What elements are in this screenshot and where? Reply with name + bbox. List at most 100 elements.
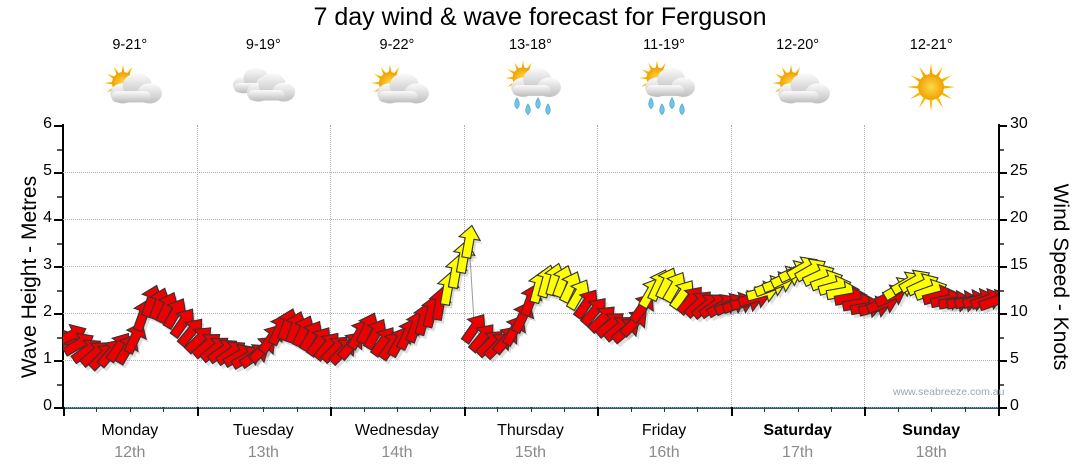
partly-cloudy-icon [761, 56, 835, 118]
gridline-horizontal [63, 172, 998, 173]
right-axis-spine [998, 124, 1000, 408]
wind-arrow [977, 288, 998, 312]
day-header-saturday: 12-20° [731, 36, 865, 122]
right-axis-tick [998, 172, 1007, 174]
day-name: Saturday [763, 422, 832, 439]
day-name: Friday [641, 422, 687, 439]
cloudy-icon [226, 56, 300, 118]
right-axis-tick-label: 5 [1010, 350, 1019, 367]
temperature-range: 13-18° [509, 37, 552, 53]
day-date: 12th [114, 444, 146, 461]
temperature-range: 9-21° [112, 37, 148, 53]
x-axis-minor-tick [229, 407, 231, 412]
right-axis-minor-tick [998, 148, 1004, 151]
left-axis-tick [54, 266, 63, 268]
x-axis-day-tick [730, 407, 733, 416]
left-axis-minor-tick [57, 195, 63, 198]
x-axis-minor-tick [497, 407, 499, 412]
left-axis-tick-label: 6 [43, 115, 52, 132]
left-axis-tick [54, 172, 63, 174]
day-header-thursday: 13-18° [464, 36, 598, 122]
partly-cloudy-icon [93, 56, 167, 118]
right-axis-tick [998, 407, 1007, 409]
page-title: 7 day wind & wave forecast for Ferguson [313, 3, 767, 31]
wind-arrow [457, 224, 482, 259]
right-axis-minor-tick [998, 195, 1004, 198]
left-axis-minor-tick [57, 242, 63, 245]
right-axis-tick-label: 30 [1010, 115, 1028, 132]
left-axis-minor-tick [57, 336, 63, 339]
x-axis-minor-tick [563, 407, 565, 412]
gridline-day-separator [864, 125, 866, 407]
day-date: 15th [514, 444, 547, 461]
x-axis-day-tick [597, 407, 600, 416]
right-axis-tick-label: 25 [1010, 162, 1028, 179]
temperature-range: 11-19° [643, 37, 685, 53]
x-axis-minor-tick [964, 407, 966, 412]
temperature-range: 9-22° [379, 37, 415, 53]
day-header-sunday: 12-21° [864, 36, 998, 122]
temperature-range: 9-19° [245, 37, 281, 53]
day-date: 14th [381, 444, 413, 461]
day-label-thursday: Thursday 15th [464, 420, 598, 464]
gridline-day-separator [597, 125, 599, 407]
day-header-wednesday: 9-22° [330, 36, 464, 122]
x-axis-minor-tick [831, 407, 833, 412]
day-label-monday: Monday 12th [63, 420, 197, 464]
day-label-saturday: Saturday 17th [731, 420, 865, 464]
x-axis-minor-tick [163, 407, 165, 412]
right-axis-tick-label: 15 [1010, 256, 1028, 273]
right-axis-tick-label: 10 [1010, 303, 1028, 320]
gridline-horizontal [63, 266, 998, 267]
x-axis-minor-tick [363, 407, 365, 412]
temperature-range: 12-20° [776, 37, 820, 53]
x-axis-minor-tick [396, 407, 398, 412]
right-axis-title: Wind Speed - Knots [1049, 183, 1072, 371]
left-axis-tick-label: 4 [43, 209, 52, 226]
gridline-day-separator [196, 125, 198, 407]
x-axis-day-tick [864, 407, 867, 416]
gridline-horizontal [63, 219, 998, 220]
x-axis-minor-tick [697, 407, 699, 412]
right-axis-tick [998, 219, 1007, 221]
left-axis-tick-label: 2 [43, 303, 52, 320]
right-axis-tick-label: 20 [1010, 209, 1028, 226]
left-axis-tick [54, 407, 63, 409]
day-label-tuesday: Tuesday 13th [197, 420, 331, 464]
day-header-tuesday: 9-19° [197, 36, 331, 122]
wind-arrow-series [63, 224, 998, 375]
left-axis-tick-label: 1 [43, 350, 52, 367]
plot-area [63, 125, 998, 408]
right-axis-tick-label: 0 [1010, 397, 1019, 414]
temperature-range: 12-21° [909, 37, 953, 53]
x-axis-minor-tick [664, 407, 666, 412]
gridline-horizontal [63, 360, 998, 361]
day-label-sunday: Sunday 18th [864, 420, 998, 464]
right-axis-minor-tick [998, 289, 1004, 292]
gridline-day-separator [730, 125, 732, 407]
day-name: Sunday [902, 422, 961, 439]
x-axis-day-tick [63, 407, 65, 416]
x-axis-minor-tick [931, 407, 933, 412]
day-name: Thursday [497, 422, 564, 439]
day-name: Wednesday [354, 422, 440, 439]
day-date: 17th [782, 444, 814, 461]
x-axis-day-tick [463, 407, 466, 416]
sunny-icon [894, 56, 968, 118]
x-axis-minor-tick [430, 407, 432, 412]
day-label-friday: Friday 16th [597, 420, 731, 464]
left-axis-minor-tick [57, 383, 63, 386]
right-axis-tick [998, 266, 1007, 268]
x-axis-day-tick [998, 407, 1000, 416]
left-axis-tick [54, 219, 63, 221]
x-axis-minor-tick [263, 407, 265, 412]
left-axis-tick-label: 0 [43, 397, 52, 414]
right-axis-minor-tick [998, 242, 1004, 245]
left-axis-tick [54, 313, 63, 315]
day-date: 13th [247, 444, 279, 461]
x-axis-minor-tick [530, 407, 532, 412]
day-date: 18th [915, 444, 947, 461]
sun-shower-icon [493, 56, 567, 118]
left-axis-tick-label: 5 [43, 162, 52, 179]
